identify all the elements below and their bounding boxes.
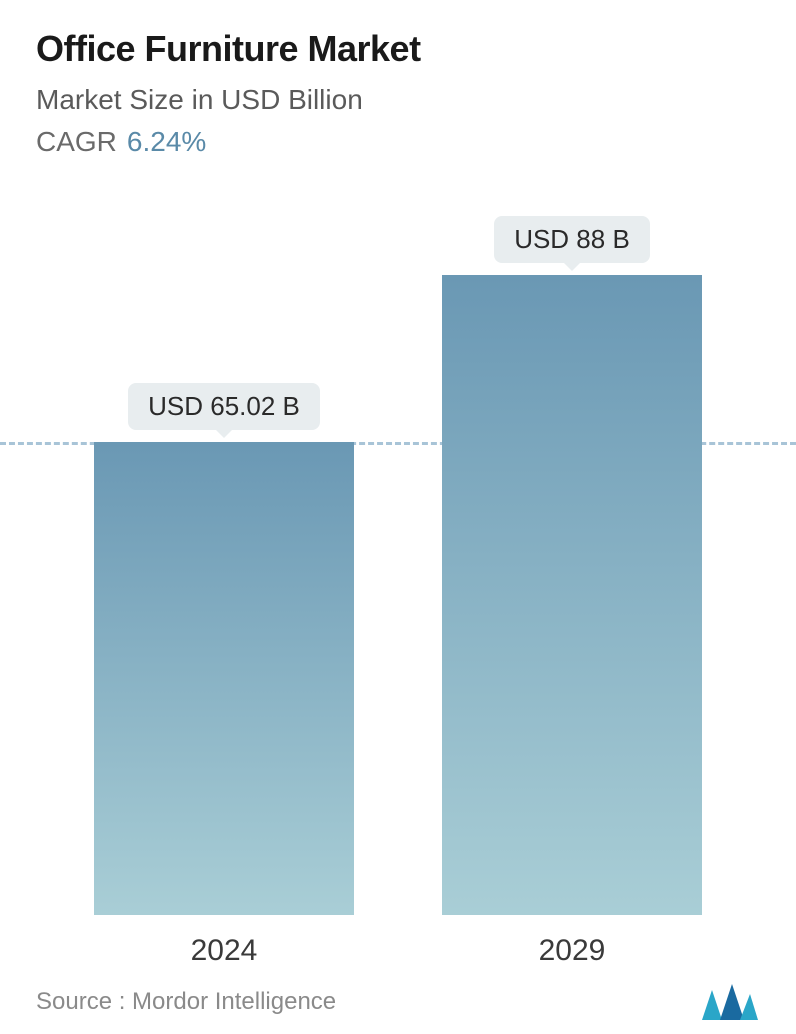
cagr-line: CAGR 6.24% — [36, 126, 760, 158]
bar — [442, 275, 702, 915]
bar — [94, 442, 354, 915]
source-text: Source : Mordor Intelligence — [36, 988, 336, 1016]
x-axis-label: 2024 — [84, 934, 364, 968]
cagr-label: CAGR — [36, 126, 117, 157]
x-axis-label: 2029 — [432, 934, 712, 968]
bar-column: USD 88 B — [432, 216, 712, 915]
bar-row: USD 65.02 B USD 88 B — [0, 215, 796, 915]
x-axis-labels: 2024 2029 — [0, 920, 796, 968]
chart-header: Office Furniture Market Market Size in U… — [0, 0, 796, 158]
brand-logo-icon — [700, 982, 760, 1022]
cagr-value: 6.24% — [127, 126, 206, 157]
value-badge: USD 88 B — [494, 216, 650, 263]
chart-plot-area: USD 65.02 B USD 88 B — [0, 215, 796, 915]
bar-column: USD 65.02 B — [84, 383, 364, 915]
chart-footer: Source : Mordor Intelligence — [36, 982, 760, 1022]
chart-title: Office Furniture Market — [36, 28, 760, 70]
chart-subtitle: Market Size in USD Billion — [36, 84, 760, 116]
value-badge: USD 65.02 B — [128, 383, 320, 430]
